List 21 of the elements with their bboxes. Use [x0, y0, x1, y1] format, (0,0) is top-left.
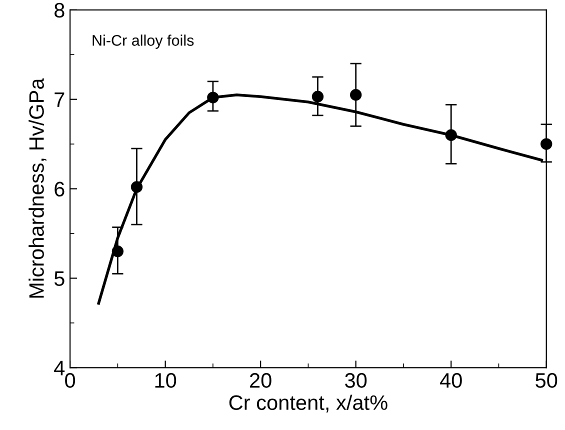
x-tick-label: 30 — [345, 373, 367, 388]
x-tick-label: 50 — [536, 373, 558, 388]
x-tick-label: 20 — [250, 373, 272, 388]
x-tick-label: 0 — [65, 373, 76, 388]
point — [445, 129, 457, 141]
x-axis-title: Cr content, x/at% — [229, 394, 388, 412]
x-tick-label: 10 — [155, 373, 176, 388]
y-axis-title: Microhardness, Hv/GPa — [28, 78, 46, 298]
y-tick-label: 6 — [54, 182, 64, 197]
annotation: Ni-Cr alloy foils — [92, 34, 194, 49]
point — [112, 246, 124, 258]
point — [207, 92, 219, 104]
y-tick-label: 5 — [54, 271, 64, 286]
x-tick-label: 40 — [440, 373, 462, 388]
point — [540, 138, 552, 150]
point — [350, 89, 362, 101]
y-tick-label: 7 — [54, 92, 64, 107]
y-tick-label: 8 — [54, 2, 64, 18]
y-tick-label: 4 — [54, 360, 65, 376]
point — [312, 90, 324, 102]
point — [130, 181, 143, 193]
